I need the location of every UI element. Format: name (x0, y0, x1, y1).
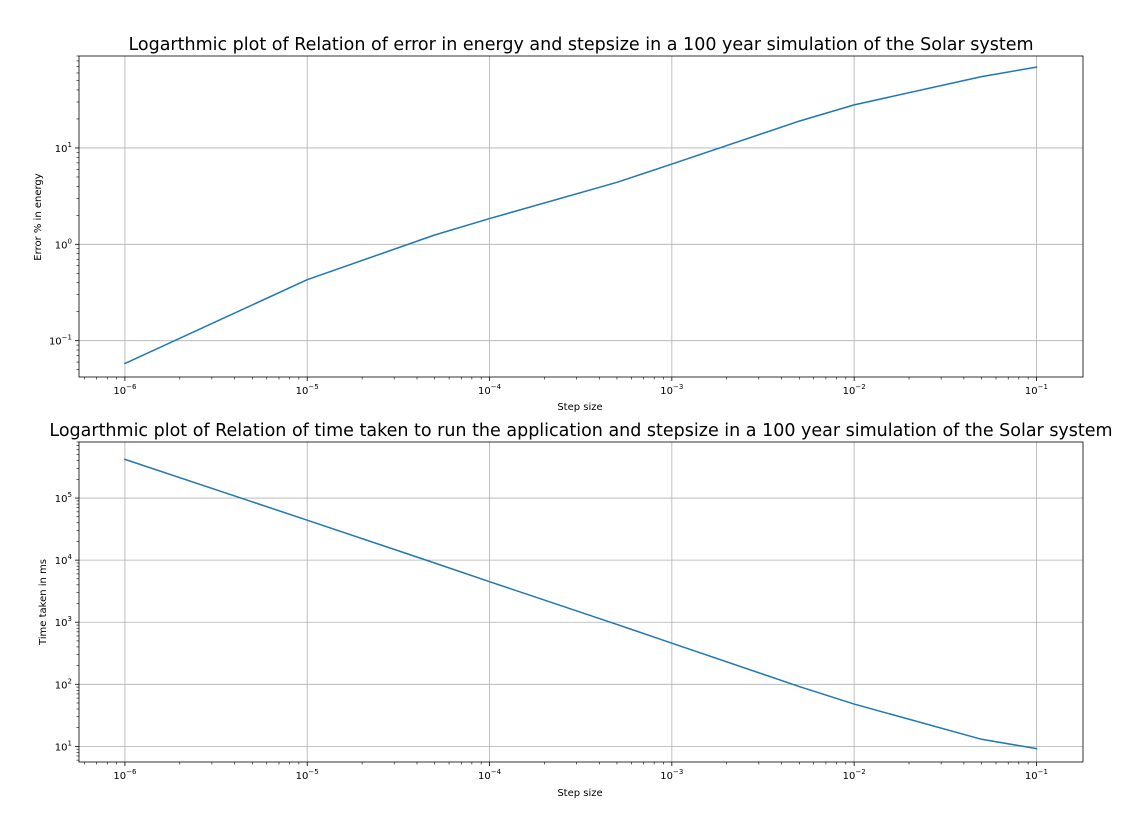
time-chart-xlabel: Step size (557, 788, 602, 799)
error-chart-x-tick-label: 10−3 (660, 383, 683, 397)
error-chart-y-tick-label: 100 (55, 237, 72, 251)
time-chart-x-tick-label: 10−2 (843, 768, 866, 782)
error-chart-x-tick-label: 10−2 (843, 383, 866, 397)
time-chart-x-tick-label: 10−4 (478, 768, 502, 782)
error-chart-x-tick-label: 10−5 (296, 383, 319, 397)
time-chart-y-tick-label: 104 (55, 553, 73, 567)
time-chart-title: Logarthmic plot of Relation of time take… (49, 421, 1112, 441)
time-chart-ticks: 10−6 10−5 10−4 10−3 10−2 10−1 101 102 103 104 105 (55, 441, 1048, 782)
time-chart-y-tick-label: 102 (55, 677, 72, 691)
error-chart-ticks: 10−6 10−5 10−4 10−3 10−2 10−1 10−1 100 101 (49, 55, 1048, 397)
time-chart-series (123, 458, 1038, 750)
time-chart: Logarthmic plot of Relation of time take… (38, 421, 1113, 799)
time-chart-x-tick-label: 10−5 (296, 768, 319, 782)
time-chart-y-tick-label: 105 (55, 491, 72, 505)
time-chart-x-tick-label: 10−3 (660, 768, 683, 782)
error-chart-x-tick-label: 10−4 (478, 383, 502, 397)
error-chart-y-tick-label: 10−1 (49, 334, 72, 348)
error-chart-xlabel: Step size (557, 402, 602, 413)
error-chart-frame (78, 55, 1084, 378)
error-chart-grid (79, 56, 1083, 377)
time-chart-x-tick-label: 10−6 (113, 768, 137, 782)
error-chart: Logarthmic plot of Relation of error in … (33, 35, 1084, 413)
time-chart-ylabel: Time taken in ms (38, 559, 49, 646)
time-chart-y-tick-label: 103 (55, 615, 72, 629)
time-chart-frame (78, 441, 1084, 763)
error-chart-title: Logarthmic plot of Relation of error in … (128, 35, 1033, 55)
time-chart-grid (79, 442, 1083, 762)
error-chart-ylabel: Error % in energy (33, 173, 44, 260)
time-chart-x-tick-label: 10−1 (1025, 768, 1048, 782)
time-chart-y-tick-label: 101 (55, 739, 72, 753)
error-chart-series (123, 66, 1038, 365)
error-chart-series-line (123, 66, 1038, 365)
error-chart-x-tick-label: 10−1 (1025, 383, 1048, 397)
error-chart-x-tick-label: 10−6 (113, 383, 137, 397)
error-chart-y-tick-label: 101 (55, 141, 72, 155)
time-chart-series-line (123, 458, 1038, 750)
